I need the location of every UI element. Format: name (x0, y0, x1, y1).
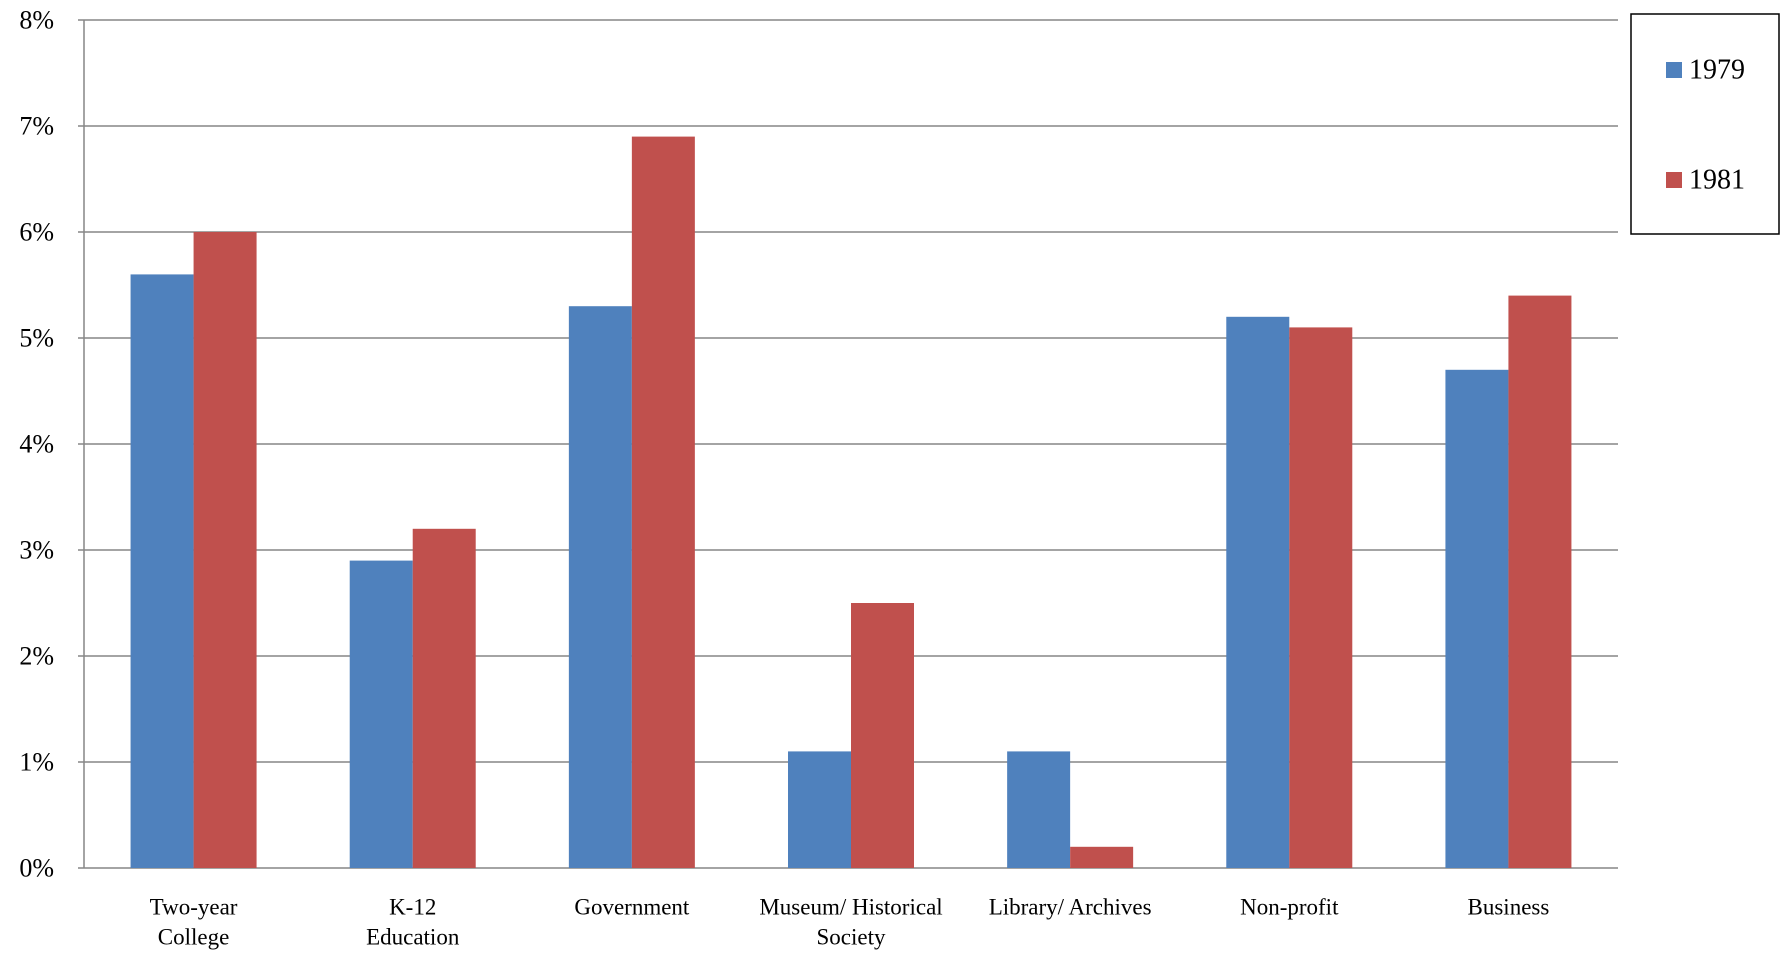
bar-1981-0 (193, 232, 257, 868)
x-category-label: Education (366, 925, 460, 950)
x-category-label: K-12 (389, 895, 436, 920)
x-category-label: Library/ Archives (989, 895, 1152, 920)
y-tick-label: 1% (19, 748, 54, 777)
bar-1979-3 (788, 751, 851, 868)
y-tick-label: 5% (19, 324, 54, 353)
bar-1979-5 (1226, 316, 1290, 868)
bar-1981-5 (1289, 327, 1353, 868)
legend-label: 1981 (1689, 165, 1745, 196)
legend-swatch-1981 (1666, 172, 1682, 188)
x-category-label: Non-profit (1240, 895, 1339, 920)
bar-1979-6 (1445, 369, 1509, 868)
x-category-label: Government (574, 895, 690, 920)
y-tick-label: 4% (19, 430, 54, 459)
bar-1981-4 (1070, 846, 1134, 868)
bar-1979-1 (349, 560, 413, 868)
x-category-label: Business (1468, 895, 1550, 920)
y-tick-label: 6% (19, 218, 54, 247)
bar-1981-6 (1508, 295, 1572, 869)
y-tick-label: 3% (19, 536, 54, 565)
bar-1979-4 (1007, 751, 1071, 868)
y-tick-label: 2% (19, 642, 54, 671)
bar-1981-2 (631, 136, 695, 869)
legend-box (1630, 13, 1780, 235)
x-category-label: Museum/ Historical (759, 895, 942, 920)
x-category-label: College (158, 925, 230, 950)
legend-swatch-1979 (1666, 62, 1682, 78)
y-tick-label: 7% (19, 112, 54, 141)
y-tick-label: 0% (19, 854, 54, 883)
bar-1981-3 (851, 603, 914, 868)
bar-1981-1 (412, 528, 476, 868)
bar-1979-0 (130, 274, 194, 868)
bar-1979-2 (568, 306, 632, 868)
x-category-label: Society (817, 925, 886, 950)
y-tick-label: 8% (19, 6, 54, 35)
legend-label: 1979 (1689, 55, 1745, 86)
x-category-label: Two-year (150, 895, 238, 920)
